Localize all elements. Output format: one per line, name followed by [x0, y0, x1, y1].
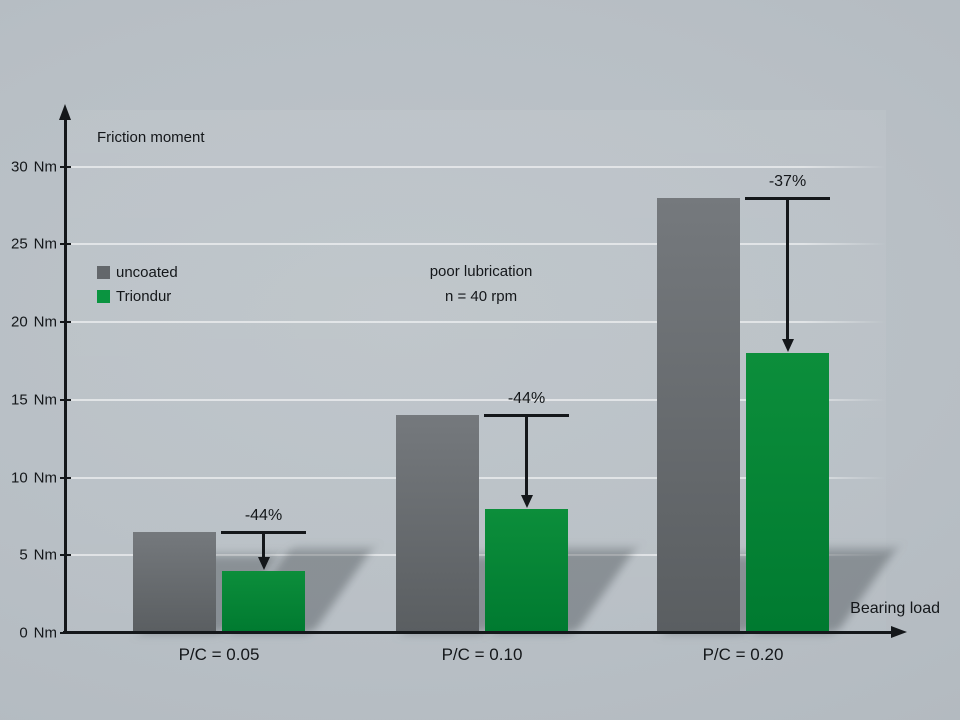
reduction-ref-line-2	[745, 196, 830, 200]
y-tick-value: 25	[10, 235, 28, 253]
reduction-label-1: -44%	[507, 390, 546, 408]
y-tick-label-15: 15 Nm	[0, 391, 57, 408]
legend-label: Triondur	[116, 287, 172, 305]
reduction-label-0: -44%	[244, 506, 283, 524]
chart-title: Friction moment	[97, 129, 205, 146]
reduction-label-2: -37%	[768, 172, 807, 190]
condition-speed-label: n = 40 rpm	[444, 288, 518, 305]
y-tick-value: 10	[10, 469, 28, 486]
y-tick-label-30: 30 Nm	[0, 158, 57, 175]
gridline-25	[66, 243, 886, 246]
reduction-arrowhead-icon-2	[781, 339, 794, 353]
reduction-arrowhead-icon-0	[257, 556, 270, 570]
y-tick-label-0: 0 Nm	[0, 625, 57, 642]
y-tick-30	[60, 165, 71, 168]
y-tick-10	[60, 476, 71, 479]
category-label-0: P/C = 0.05	[178, 645, 260, 664]
x-axis-title: Bearing load	[850, 600, 940, 617]
y-tick-unit: Nm	[33, 469, 57, 486]
y-tick-label-5: 5 Nm	[0, 547, 57, 564]
reduction-arrowhead-icon-1	[520, 494, 533, 508]
reduction-ref-line-1	[484, 414, 569, 418]
legend-item-uncoated: uncoated	[97, 262, 178, 282]
bar-uncoated-2	[657, 197, 740, 633]
bar-triondur-1	[485, 508, 568, 633]
bar-uncoated-1	[396, 415, 479, 633]
y-tick-0	[60, 632, 71, 634]
reduction-ref-line-0	[221, 530, 306, 534]
y-tick-unit: Nm	[33, 313, 57, 331]
y-tick-label-10: 10 Nm	[0, 469, 57, 486]
y-tick-value: 0	[19, 624, 28, 642]
y-tick-value: 5	[19, 546, 28, 564]
y-tick-label-25: 25 Nm	[0, 236, 57, 253]
condition-lubrication-label: poor lubrication	[429, 263, 533, 280]
y-tick-value: 15	[10, 391, 28, 409]
bar-uncoated-0	[133, 531, 216, 633]
x-axis-arrowhead-icon	[891, 626, 907, 638]
category-label-1: P/C = 0.10	[441, 645, 523, 664]
gridline-20	[66, 321, 886, 323]
y-tick-unit: Nm	[33, 235, 57, 253]
x-axis-line	[63, 631, 893, 634]
y-tick-15	[60, 398, 71, 401]
legend-label: uncoated	[116, 263, 178, 281]
y-axis-arrowhead-icon	[59, 104, 71, 120]
y-tick-value: 20	[10, 313, 28, 331]
y-tick-label-20: 20 Nm	[0, 314, 57, 331]
legend-item-triondur: Triondur	[97, 286, 178, 306]
bar-triondur-2	[746, 353, 829, 633]
y-tick-5	[60, 554, 71, 557]
y-tick-value: 30	[10, 158, 28, 175]
y-tick-25	[60, 243, 71, 246]
y-tick-unit: Nm	[33, 391, 57, 409]
gridline-30	[66, 165, 886, 168]
category-label-2: P/C = 0.20	[702, 645, 784, 664]
reduction-arrow-line-0	[262, 532, 265, 559]
bar-triondur-0	[222, 570, 305, 633]
y-axis-line	[64, 112, 67, 634]
legend: uncoated Triondur	[97, 262, 178, 310]
reduction-arrow-line-1	[525, 416, 528, 497]
reduction-arrow-line-2	[786, 198, 789, 342]
y-tick-unit: Nm	[33, 546, 57, 564]
y-tick-20	[60, 321, 71, 323]
legend-swatch-icon	[97, 289, 110, 303]
gridline-15	[66, 398, 886, 401]
y-tick-unit: Nm	[33, 624, 57, 642]
legend-swatch-icon	[97, 265, 110, 279]
y-tick-unit: Nm	[33, 158, 57, 175]
